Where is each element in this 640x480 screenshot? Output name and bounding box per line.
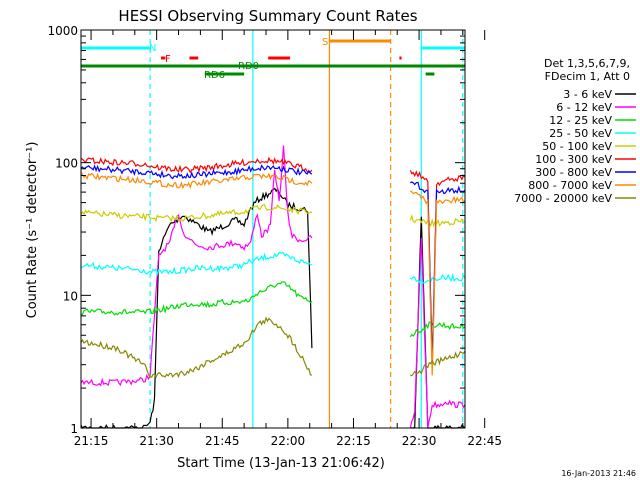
- y-axis-label: Count Rate (s⁻¹ detector⁻¹): [25, 142, 40, 319]
- legend-label-25-50-kev: 25 - 50 keV: [549, 127, 612, 140]
- y-tick-label-3: 1000: [47, 24, 78, 38]
- x-axis-label: Start Time (13-Jan-13 21:06:42): [177, 456, 385, 471]
- series-line-800-7000-kev-segment-2: [409, 190, 466, 376]
- legend-label-7000-20000-kev: 7000 - 20000 keV: [514, 192, 612, 205]
- x-tick-label-6: 22:45: [467, 434, 502, 448]
- series-line-12-25-kev: [80, 281, 313, 316]
- series-line-300-800-kev-segment-2: [410, 181, 466, 363]
- chart-title: HESSI Observing Summary Count Rates: [118, 7, 417, 25]
- flag-label-rd6: RD6: [204, 70, 225, 81]
- legend-label-50-100-kev: 50 - 100 keV: [542, 140, 612, 153]
- plot-frame: [80, 29, 466, 429]
- x-tick-label-5: 22:30: [402, 434, 437, 448]
- x-tick-label-2: 21:45: [205, 434, 240, 448]
- series-line-300-800-kev: [80, 164, 313, 180]
- x-tick-label-3: 22:00: [271, 434, 306, 448]
- plot-area: NF S RD0 RD6 1 10 100 1000 21:15 21:30 21:45 22:00 2…: [47, 24, 502, 448]
- x-tick-label-1: 21:30: [139, 434, 174, 448]
- y-tick-label-0: 1: [70, 422, 78, 436]
- series-line-12-25-kev-segment-2: [409, 321, 466, 338]
- series-line-50-100-kev-segment-2: [409, 214, 466, 228]
- series-line-6-12-kev: [80, 145, 313, 387]
- x-tick-label-4: 22:15: [336, 434, 371, 448]
- legend-label-300-800-kev: 300 - 800 keV: [535, 166, 612, 179]
- x-tick-label-0: 21:15: [74, 434, 109, 448]
- legend-label-100-300-kev: 100 - 300 keV: [535, 153, 612, 166]
- series-line-6-12-kev-segment-2: [409, 237, 466, 429]
- legend-label-12-25-kev: 12 - 25 keV: [549, 114, 612, 127]
- series-line-25-50-kev-segment-2: [410, 272, 466, 284]
- series-line-25-50-kev: [80, 251, 312, 277]
- legend-label-3-6-kev: 3 - 6 keV: [563, 88, 612, 101]
- flag-label-n: N: [149, 43, 156, 54]
- series-line-7000-20000-kev-segment-2: [410, 350, 466, 377]
- legend-label-800-7000-kev: 800 - 7000 keV: [528, 179, 612, 192]
- flag-label-s: S: [322, 37, 328, 48]
- series-line-100-300-kev: [80, 156, 313, 174]
- series-line-100-300-kev-segment-2: [409, 169, 466, 367]
- flag-label-f: F: [165, 54, 171, 65]
- legend-header-line-1: Det 1,3,5,6,7,9,: [544, 57, 630, 70]
- y-tick-label-1: 10: [63, 289, 78, 303]
- flag-label-rd0: RD0: [238, 61, 259, 72]
- legend-header-line-2: FDecim 1, Att 0: [545, 70, 630, 83]
- series-line-800-7000-kev: [80, 172, 313, 190]
- y-tick-label-2: 100: [55, 157, 78, 171]
- series-line-50-100-kev: [80, 204, 313, 223]
- series-line-3-6-kev: [80, 187, 313, 429]
- footer-date: 16-Jan-2013 21:46: [561, 469, 636, 478]
- legend-label-6-12-kev: 6 - 12 keV: [556, 101, 612, 114]
- series-line-7000-20000-kev: [80, 316, 313, 379]
